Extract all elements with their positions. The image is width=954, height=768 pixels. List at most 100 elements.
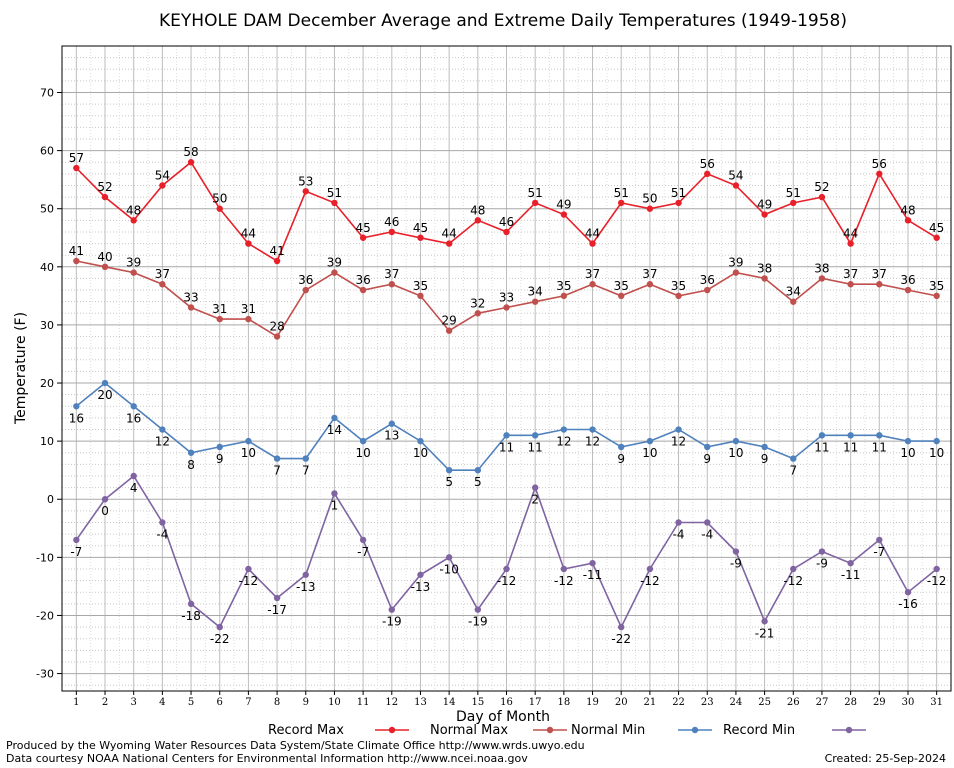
data-point [130, 269, 137, 276]
data-point [847, 240, 854, 247]
data-label: 2 [531, 493, 539, 507]
data-point [101, 496, 109, 503]
data-label: -10 [439, 562, 459, 576]
x-tick-label: 7 [245, 697, 251, 708]
data-point [560, 211, 568, 218]
y-tick-label: 0 [47, 493, 54, 506]
data-label: 52 [814, 180, 829, 194]
data-label: 46 [499, 215, 514, 229]
y-axis: -30 -20 -10 0 10 20 30 40 50 60 70 [36, 86, 62, 681]
data-label: 32 [470, 296, 485, 310]
data-point [302, 455, 309, 462]
data-label: -18 [181, 609, 201, 623]
data-point [933, 234, 940, 241]
data-label: 20 [97, 388, 112, 402]
legend-swatch-marker [546, 726, 554, 734]
data-label: 44 [843, 227, 858, 241]
y-tick-label: 40 [40, 261, 54, 274]
y-tick-label: 50 [40, 203, 54, 216]
y-tick-label: 60 [40, 145, 54, 158]
x-tick-label: 6 [217, 697, 223, 708]
data-label: 10 [413, 446, 428, 460]
data-label: 51 [614, 186, 629, 200]
data-point [101, 379, 109, 387]
data-point [73, 164, 80, 172]
data-point [474, 466, 482, 474]
data-point [876, 432, 883, 439]
data-point [245, 315, 252, 323]
data-label: 37 [843, 267, 858, 281]
data-label: -12 [497, 574, 517, 588]
data-point [847, 559, 854, 567]
data-point [331, 414, 338, 422]
x-tick-label: 15 [471, 697, 484, 708]
data-point [245, 565, 252, 573]
data-point [216, 443, 223, 451]
data-label: 5 [445, 475, 453, 489]
data-label: 37 [384, 267, 399, 281]
data-point [331, 269, 338, 276]
data-label: -7 [873, 545, 885, 559]
data-label: 12 [556, 435, 571, 449]
data-point [474, 217, 482, 224]
data-point [388, 420, 395, 427]
data-point [73, 536, 80, 544]
data-label: 51 [671, 186, 686, 200]
footer-created: Created: 25-Sep-2024 [825, 752, 946, 765]
data-label: 37 [642, 267, 657, 281]
data-point [388, 606, 395, 613]
x-tick-label: 13 [414, 697, 427, 708]
data-label: 35 [671, 279, 686, 293]
data-point [445, 554, 453, 561]
data-point [933, 437, 940, 445]
data-label: 40 [97, 250, 112, 264]
x-tick-label: 30 [902, 697, 915, 708]
x-tick-label: 8 [274, 697, 280, 708]
data-point [818, 548, 826, 555]
data-point [618, 292, 625, 300]
data-label: -12 [783, 574, 803, 588]
x-tick-label: 26 [787, 697, 800, 708]
data-label: -13 [296, 580, 316, 594]
x-tick-label: 29 [873, 697, 886, 708]
data-point [101, 193, 109, 201]
data-label: -12 [640, 574, 660, 588]
data-point [646, 281, 654, 288]
y-axis-label: Temperature (F) [13, 312, 29, 425]
x-tick-label: 27 [816, 697, 829, 708]
data-point [503, 228, 510, 236]
data-label: 7 [789, 464, 797, 478]
data-label: 50 [642, 192, 657, 206]
data-point [187, 600, 195, 608]
data-label: -16 [898, 597, 918, 611]
data-point [302, 188, 309, 195]
data-label: 9 [703, 452, 711, 466]
data-label: 48 [900, 203, 915, 217]
data-point [732, 548, 740, 555]
footer-producer: Produced by the Wyoming Water Resources … [6, 739, 585, 752]
data-point [589, 559, 596, 567]
data-label: -9 [730, 557, 742, 571]
data-point [474, 606, 482, 613]
data-label: -7 [70, 545, 82, 559]
data-point [876, 281, 883, 288]
data-label: 49 [757, 198, 772, 212]
data-label: 53 [298, 174, 313, 188]
data-point [531, 298, 539, 305]
data-point [847, 432, 854, 439]
y-tick-label: -20 [36, 609, 54, 622]
data-point [302, 571, 309, 578]
data-label: 38 [757, 261, 772, 275]
data-point [818, 193, 826, 201]
data-label: 35 [614, 279, 629, 293]
data-label: 56 [872, 157, 887, 171]
data-point [130, 403, 137, 410]
x-tick-label: 14 [443, 697, 456, 708]
x-tick-label: 3 [131, 697, 137, 708]
x-tick-label: 12 [385, 697, 398, 708]
data-label: 9 [617, 452, 625, 466]
data-label: 5 [474, 475, 482, 489]
data-point [388, 228, 395, 236]
x-tick-label: 22 [672, 697, 685, 708]
